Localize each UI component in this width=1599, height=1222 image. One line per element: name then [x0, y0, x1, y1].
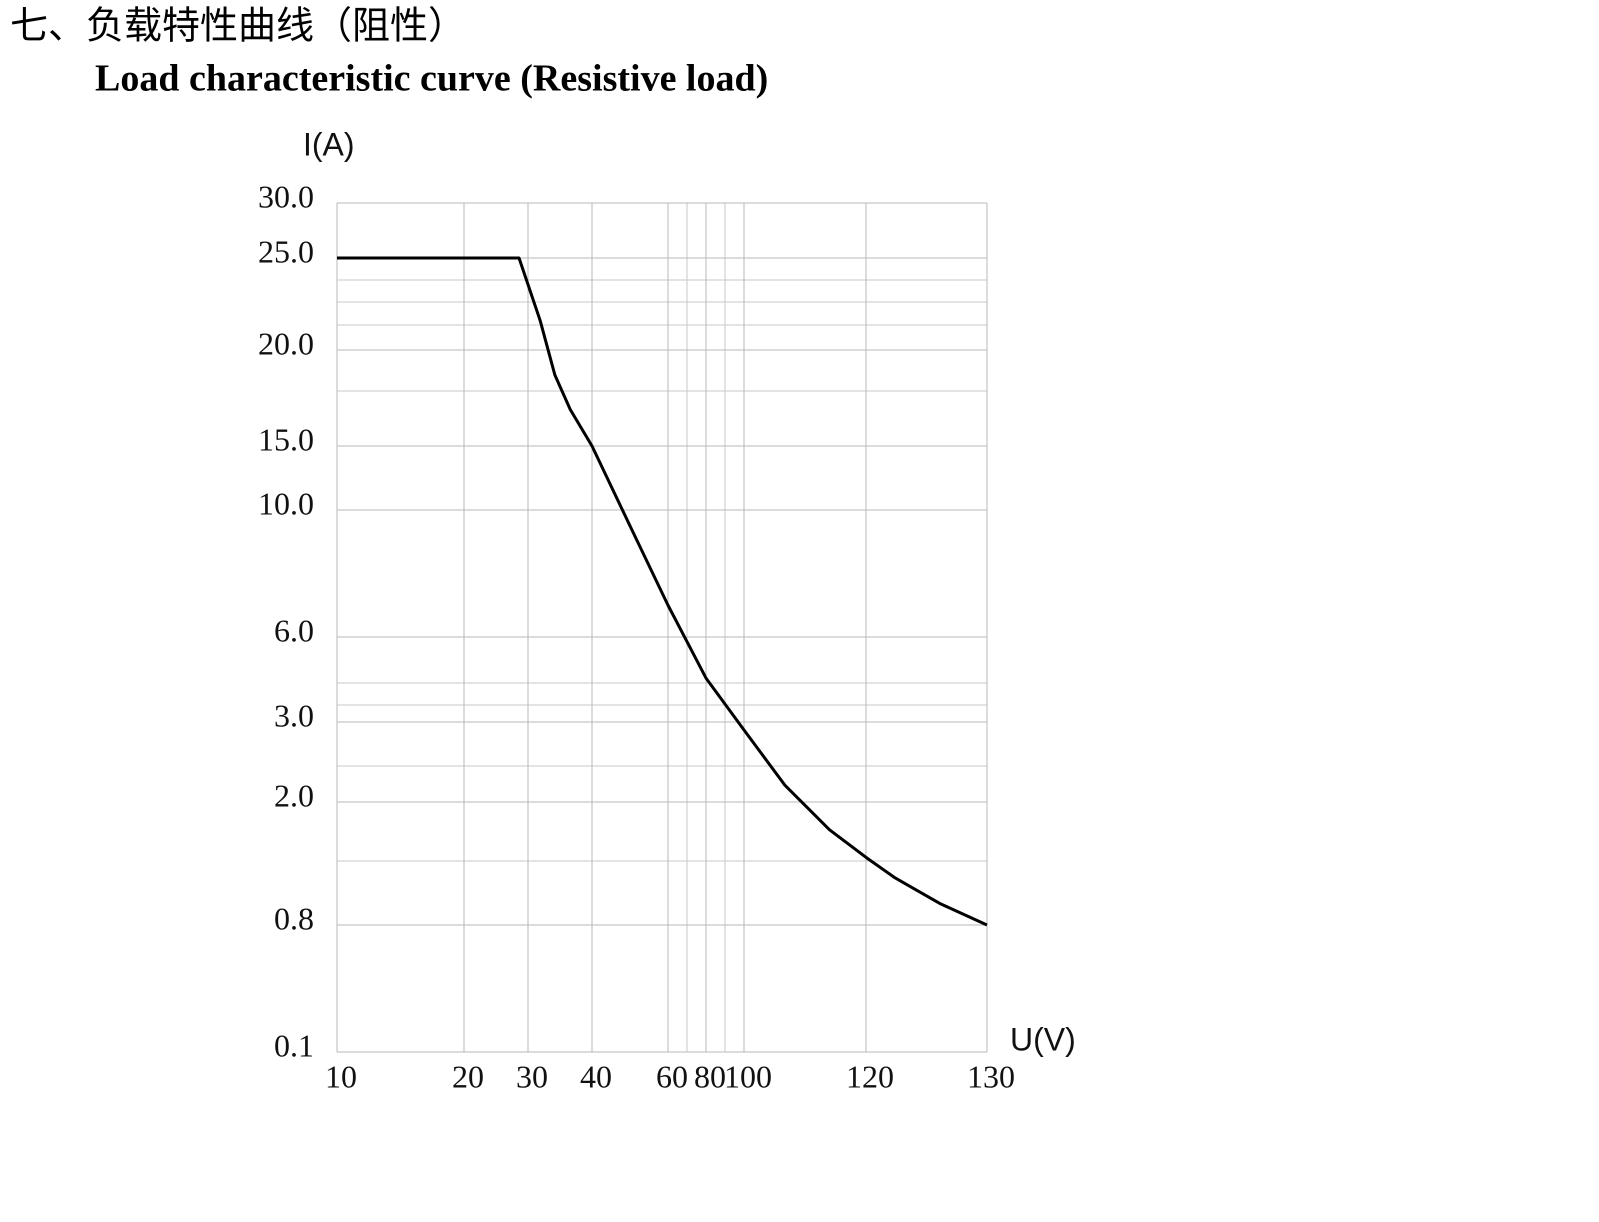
- x-tick-label: 20: [452, 1058, 484, 1094]
- x-tick-label: 40: [580, 1058, 612, 1094]
- y-tick-label: 30.0: [258, 178, 314, 214]
- curve: [337, 256, 988, 927]
- x-axis-label: U(V): [1010, 1021, 1076, 1057]
- x-tick-label: 10: [325, 1058, 357, 1094]
- x-tick-label: 80: [694, 1058, 726, 1094]
- chart-subtitle: Load characteristic curve (Resistive loa…: [95, 58, 768, 100]
- x-tick-label: 60: [656, 1058, 688, 1094]
- y-axis-label: I(A): [303, 126, 355, 162]
- y-tick-label: 15.0: [258, 421, 314, 457]
- x-tick-label: 130: [967, 1058, 1015, 1094]
- y-tick-label: 0.1: [274, 1027, 314, 1063]
- x-tick-label: 100: [724, 1058, 772, 1094]
- x-tick-label: 30: [516, 1058, 548, 1094]
- y-tick-label: 2.0: [274, 777, 314, 813]
- chart-title: 七、负载特性曲线（阻性）: [10, 6, 466, 48]
- y-tick-label: 10.0: [258, 485, 314, 521]
- minor-grid: [337, 203, 987, 1052]
- y-tick-label: 6.0: [274, 612, 314, 648]
- y-tick-label: 25.0: [258, 233, 314, 269]
- x-tick-label: 120: [846, 1058, 894, 1094]
- y-tick-label: 3.0: [274, 697, 314, 733]
- y-tick-label: 20.0: [258, 325, 314, 361]
- y-tick-label: 0.8: [274, 900, 314, 936]
